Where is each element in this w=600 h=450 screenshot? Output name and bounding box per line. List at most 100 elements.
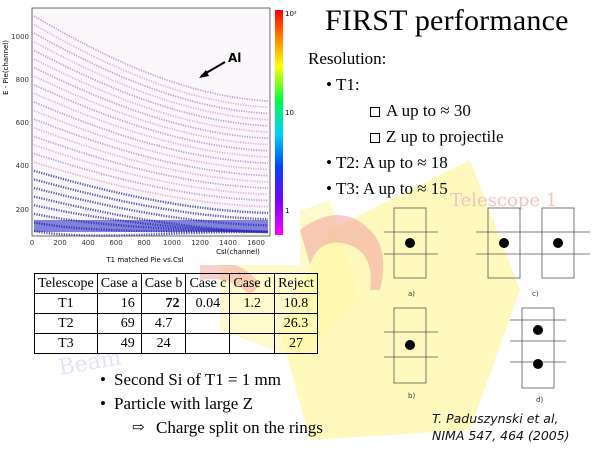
table-cell: T1	[34, 293, 98, 314]
hit-diagrams: a) c) b) d)	[384, 207, 590, 404]
x-tick-label: 400	[81, 239, 94, 247]
table-header: Case d	[229, 273, 276, 294]
plot-band	[33, 75, 269, 146]
plot-band	[33, 126, 269, 183]
resolution-subitem-text: A up to ≈ 30	[386, 101, 471, 120]
citation: T. Paduszynski et al, NIMA 547, 464 (200…	[432, 410, 570, 444]
x-tick-label: 200	[53, 239, 66, 247]
citation-line: T. Paduszynski et al,	[432, 411, 559, 426]
bullet-list: Second Si of T1 = 1 mm Particle with lar…	[100, 368, 323, 440]
table-cell: 4.7	[140, 313, 187, 334]
resolution-item: T2: A up to ≈ 18	[308, 150, 504, 176]
plot-band	[33, 49, 269, 127]
table-cell: 26.3	[274, 313, 318, 334]
table-cell: 1.2	[229, 293, 276, 314]
plot-band	[33, 118, 269, 177]
table-cell: 27	[274, 333, 318, 354]
colorbar	[275, 10, 283, 235]
plot-band	[33, 41, 269, 121]
x-tick-label: 1200	[191, 239, 209, 247]
hit-dot	[405, 340, 415, 350]
table-cell: 10.8	[274, 293, 318, 314]
hit-dot	[533, 359, 543, 369]
x-tick-label: 1400	[219, 239, 237, 247]
plot-band	[33, 152, 269, 202]
resolution-heading: Resolution:	[308, 49, 387, 68]
x-tick-label: 600	[109, 239, 122, 247]
hit-dot	[533, 325, 543, 335]
table-header: Case c	[185, 273, 231, 294]
plot-caption: T1 matched Pie vs.CsI	[105, 256, 183, 264]
plot-band	[33, 109, 269, 171]
plot-band	[33, 101, 269, 165]
plot-band	[33, 66, 269, 140]
resolution-subitem: Z up to projectile	[308, 124, 504, 150]
table-header-row: Telescope Case a Case b Case c Case d Re…	[34, 273, 318, 294]
table-cell: 0.04	[185, 293, 231, 314]
hit-dot	[405, 238, 415, 248]
citation-line: NIMA 547, 464 (2005)	[432, 428, 570, 443]
table-cell: 69	[96, 313, 142, 334]
resolution-item: T3: A up to ≈ 15	[308, 176, 504, 202]
square-bullet-icon	[370, 107, 380, 117]
annotation-arrowhead	[199, 70, 209, 78]
table-cell: 49	[96, 333, 142, 354]
scatter-plot: Al 10² 10 1 0 200 400 600 800 1000 1200 …	[0, 0, 300, 265]
resolution-block: Resolution: T1: A up to ≈ 30 Z up to pro…	[308, 46, 504, 202]
table-header: Case a	[96, 273, 142, 294]
table-row: T2 69 4.7 26.3	[34, 313, 318, 334]
x-tick-label: 1600	[247, 239, 265, 247]
y-tick-label: 600	[16, 119, 29, 127]
resolution-subitem: A up to ≈ 30	[308, 98, 504, 124]
x-tick-label: 0	[30, 239, 34, 247]
plot-band	[33, 15, 269, 102]
y-axis-label: E - Pie(channel)	[2, 40, 10, 95]
plot-band	[33, 144, 269, 196]
sub-bullet-text: Charge split on the rings	[156, 418, 323, 437]
diagram-label: a)	[408, 290, 415, 298]
table-cell	[229, 313, 276, 334]
y-tick-label: 200	[16, 206, 29, 214]
table-cell	[229, 333, 276, 354]
hit-dot	[499, 238, 509, 248]
diagram-label: d)	[536, 396, 543, 404]
plot-band	[33, 186, 269, 227]
table-cell: 24	[140, 333, 187, 354]
hit-dot	[553, 238, 563, 248]
table-cell	[185, 313, 231, 334]
diagram-label: b)	[408, 392, 415, 400]
colorbar-tick: 10	[285, 109, 294, 117]
plot-band	[33, 58, 269, 133]
table-cell: T2	[34, 313, 98, 334]
table-row: T3 49 24 27	[34, 333, 318, 354]
table-row: T1 16 72 0.04 1.2 10.8	[34, 293, 318, 314]
slide-title: FIRST performance	[325, 4, 569, 37]
y-tick-label: 1000	[11, 33, 29, 41]
table-cell	[185, 333, 231, 354]
resolution-subitem-text: Z up to projectile	[386, 127, 504, 146]
hollow-arrow-icon: ⇨	[132, 420, 145, 436]
bullet-item: Particle with large Z	[100, 392, 323, 416]
x-tick-label: 1000	[163, 239, 181, 247]
x-tick-label: 800	[137, 239, 150, 247]
plot-band	[33, 32, 269, 115]
x-axis-label: CsI(channel)	[216, 248, 260, 256]
annotation-label: Al	[228, 51, 241, 65]
table-header: Reject	[274, 273, 318, 294]
diagram-label: c)	[532, 290, 539, 298]
plot-band	[33, 83, 269, 152]
colorbar-tick: 1	[285, 207, 289, 215]
y-tick-label: 400	[16, 162, 29, 170]
y-tick-label: 800	[16, 76, 29, 84]
table-header: Telescope	[34, 273, 98, 294]
plot-band	[33, 92, 269, 158]
colorbar-tick: 10²	[285, 10, 297, 18]
table-cell: 16	[96, 293, 142, 314]
plot-band	[33, 23, 269, 109]
sub-bullet-item: ⇨ Charge split on the rings	[100, 416, 323, 440]
plot-band	[34, 220, 268, 232]
table-cell: T3	[34, 333, 98, 354]
bullet-item: Second Si of T1 = 1 mm	[100, 368, 323, 392]
table-cell: 72	[140, 293, 187, 314]
case-table: Telescope Case a Case b Case c Case d Re…	[34, 273, 318, 354]
